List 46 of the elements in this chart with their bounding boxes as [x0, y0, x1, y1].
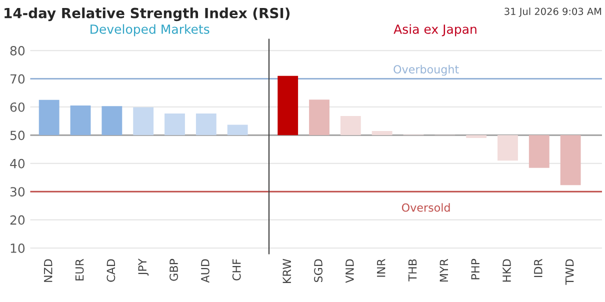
x-tick-label: HKD [502, 259, 511, 282]
x-tick-label: INR [377, 258, 386, 277]
y-tick-label: 10 [10, 244, 25, 253]
x-tick-label: SGD [314, 259, 322, 282]
text: 31 Jul 2026 9:03 AM [504, 8, 602, 17]
x-tick-label: VND [346, 259, 354, 283]
bar [560, 135, 581, 186]
x-tick-label: KRW [282, 258, 291, 283]
chart-title: Asia ex Japan [394, 24, 476, 36]
bar [164, 113, 185, 136]
x-tick-label: TWD [566, 259, 574, 285]
text: 14-day Relative Strength Index (RSI) [4, 8, 290, 22]
bar [196, 113, 216, 136]
x-tick-label: JPY [138, 258, 149, 276]
bar [70, 106, 91, 136]
bar [498, 135, 518, 161]
y-tick-label: 30 [10, 187, 25, 197]
x-tick-label: GBP [170, 258, 178, 281]
bar [102, 106, 122, 136]
y-tick-label: 20 [10, 215, 25, 225]
x-tick-label: AUD [201, 259, 210, 283]
x-tick-label: IDR [534, 258, 542, 278]
bar [278, 76, 298, 136]
bar [340, 116, 361, 136]
bar [38, 100, 60, 136]
x-tick-label: PHP [471, 258, 480, 280]
bar [372, 130, 392, 136]
bar [528, 135, 550, 168]
chart-title: Developed Markets [90, 24, 210, 36]
x-tick-label: NZD [44, 259, 52, 282]
bar [133, 107, 154, 136]
bar [466, 135, 487, 138]
bar [227, 124, 248, 136]
ref-line-label: Overbought [394, 64, 459, 76]
x-tick-label: CHF [232, 259, 241, 280]
x-tick-label: THB [408, 259, 417, 282]
bar [309, 100, 330, 136]
y-tick-label: 70 [10, 74, 25, 84]
ref-line-label: Oversold [402, 203, 450, 212]
y-tick-label: 60 [10, 102, 25, 112]
y-tick-label: 40 [10, 158, 25, 168]
y-tick-label: 80 [10, 46, 25, 56]
x-tick-label: MYR [440, 258, 448, 282]
y-tick-label: 50 [10, 130, 25, 140]
x-tick-label: EUR [75, 258, 84, 280]
x-tick-label: CAD [106, 259, 116, 282]
